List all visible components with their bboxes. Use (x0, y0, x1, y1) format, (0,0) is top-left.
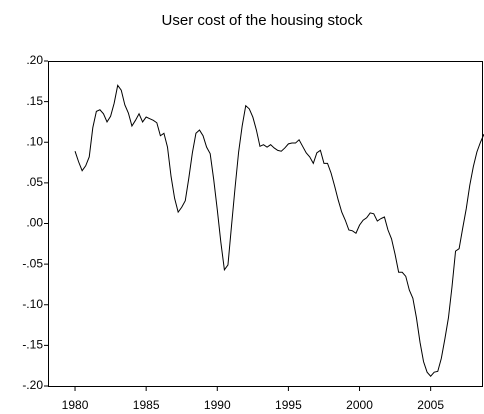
y-tick-label: -.10 (22, 297, 43, 311)
y-tick-label: .15 (26, 94, 43, 108)
x-tick-label: 1995 (275, 398, 302, 412)
y-tick-label: .00 (26, 216, 43, 230)
y-tick-label: -.15 (22, 338, 43, 352)
plot-frame (48, 61, 483, 387)
y-tick-label: -.20 (22, 378, 43, 392)
chart-title: User cost of the housing stock (162, 12, 363, 29)
x-tick-label: 2005 (417, 398, 444, 412)
x-tick-label: 1985 (133, 398, 160, 412)
x-tick-label: 1990 (204, 398, 231, 412)
x-tick-label: 2000 (346, 398, 373, 412)
y-tick-label: .20 (26, 53, 43, 67)
y-tick-label: -.05 (22, 256, 43, 270)
y-tick-label: .10 (26, 134, 43, 148)
x-tick-label: 1980 (62, 398, 89, 412)
y-tick-label: .05 (26, 175, 43, 189)
data-line (74, 84, 484, 378)
